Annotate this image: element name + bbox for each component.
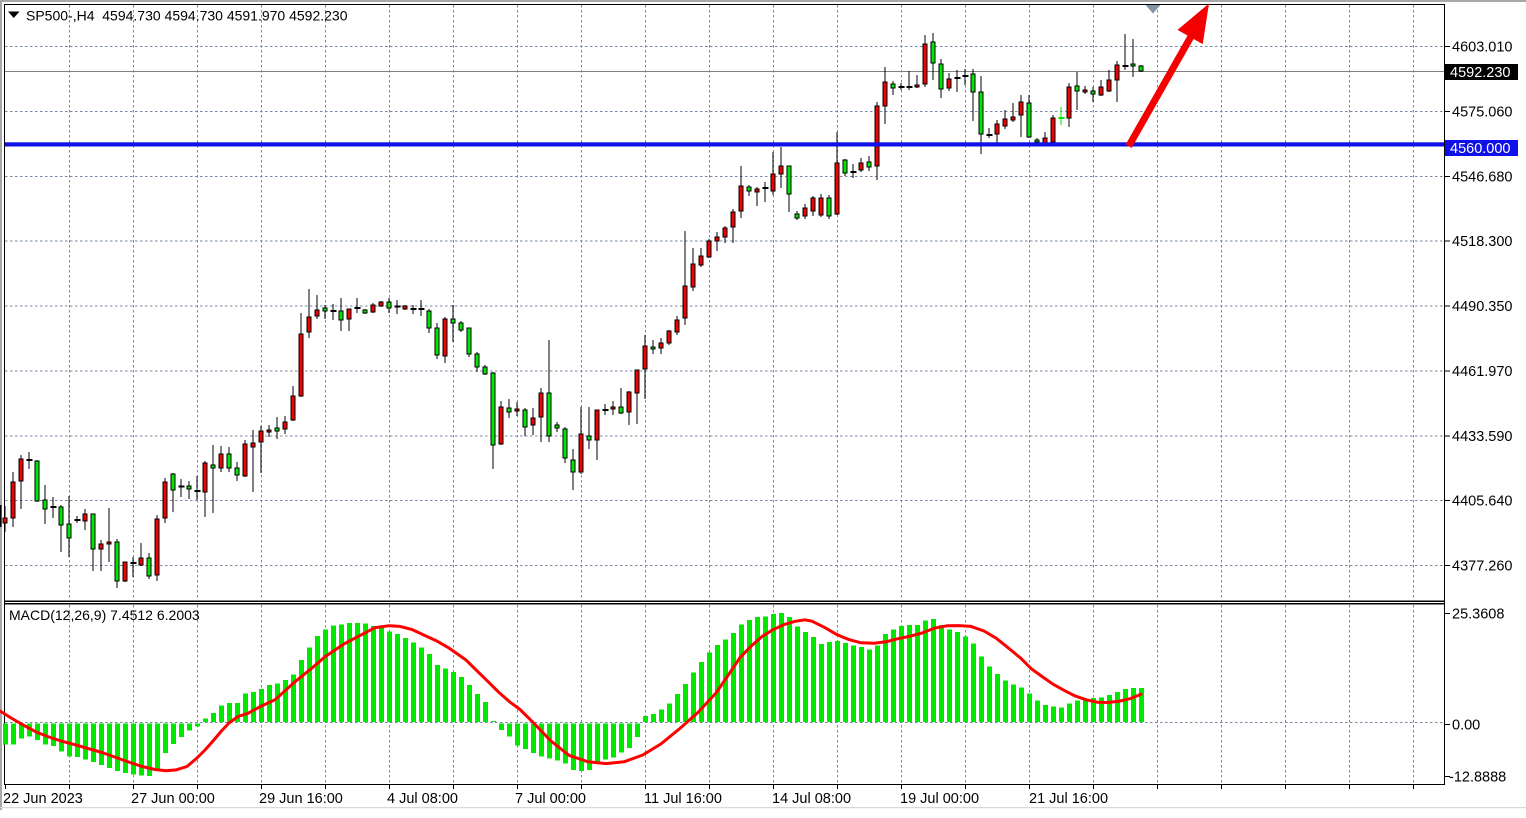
svg-text:27 Jun 00:00: 27 Jun 00:00 — [131, 791, 215, 807]
svg-text:14 Jul 08:00: 14 Jul 08:00 — [772, 791, 851, 807]
svg-text:25.3608: 25.3608 — [1452, 606, 1504, 622]
svg-text:-12.8888: -12.8888 — [1449, 770, 1506, 786]
svg-text:29 Jun 16:00: 29 Jun 16:00 — [259, 791, 343, 807]
svg-text:19 Jul 00:00: 19 Jul 00:00 — [900, 791, 979, 807]
svg-text:MACD(12,26,9) 7.4512 6.2003: MACD(12,26,9) 7.4512 6.2003 — [9, 607, 200, 623]
svg-text:4405.640: 4405.640 — [1452, 494, 1512, 510]
svg-text:4 Jul 08:00: 4 Jul 08:00 — [387, 791, 458, 807]
svg-text:21 Jul 16:00: 21 Jul 16:00 — [1029, 791, 1108, 807]
svg-text:4546.680: 4546.680 — [1452, 169, 1512, 185]
svg-text:7 Jul 00:00: 7 Jul 00:00 — [515, 791, 586, 807]
svg-text:4603.010: 4603.010 — [1452, 40, 1512, 56]
svg-text:4518.300: 4518.300 — [1452, 234, 1512, 250]
svg-text:4592.230: 4592.230 — [1450, 65, 1510, 81]
svg-text:4560.000: 4560.000 — [1450, 141, 1510, 157]
svg-text:4575.060: 4575.060 — [1452, 104, 1512, 120]
svg-text:22 Jun 2023: 22 Jun 2023 — [3, 791, 83, 807]
svg-text:SP500-,H4 4594.730 4594.730 4: SP500-,H4 4594.730 4594.730 4591.970 459… — [26, 8, 348, 24]
svg-text:4377.260: 4377.260 — [1452, 559, 1512, 575]
svg-text:11 Jul 16:00: 11 Jul 16:00 — [644, 791, 722, 807]
svg-text:0.00: 0.00 — [1452, 717, 1480, 733]
svg-text:4433.590: 4433.590 — [1452, 429, 1512, 445]
svg-text:4461.970: 4461.970 — [1452, 364, 1512, 380]
svg-text:4490.350: 4490.350 — [1452, 299, 1512, 315]
